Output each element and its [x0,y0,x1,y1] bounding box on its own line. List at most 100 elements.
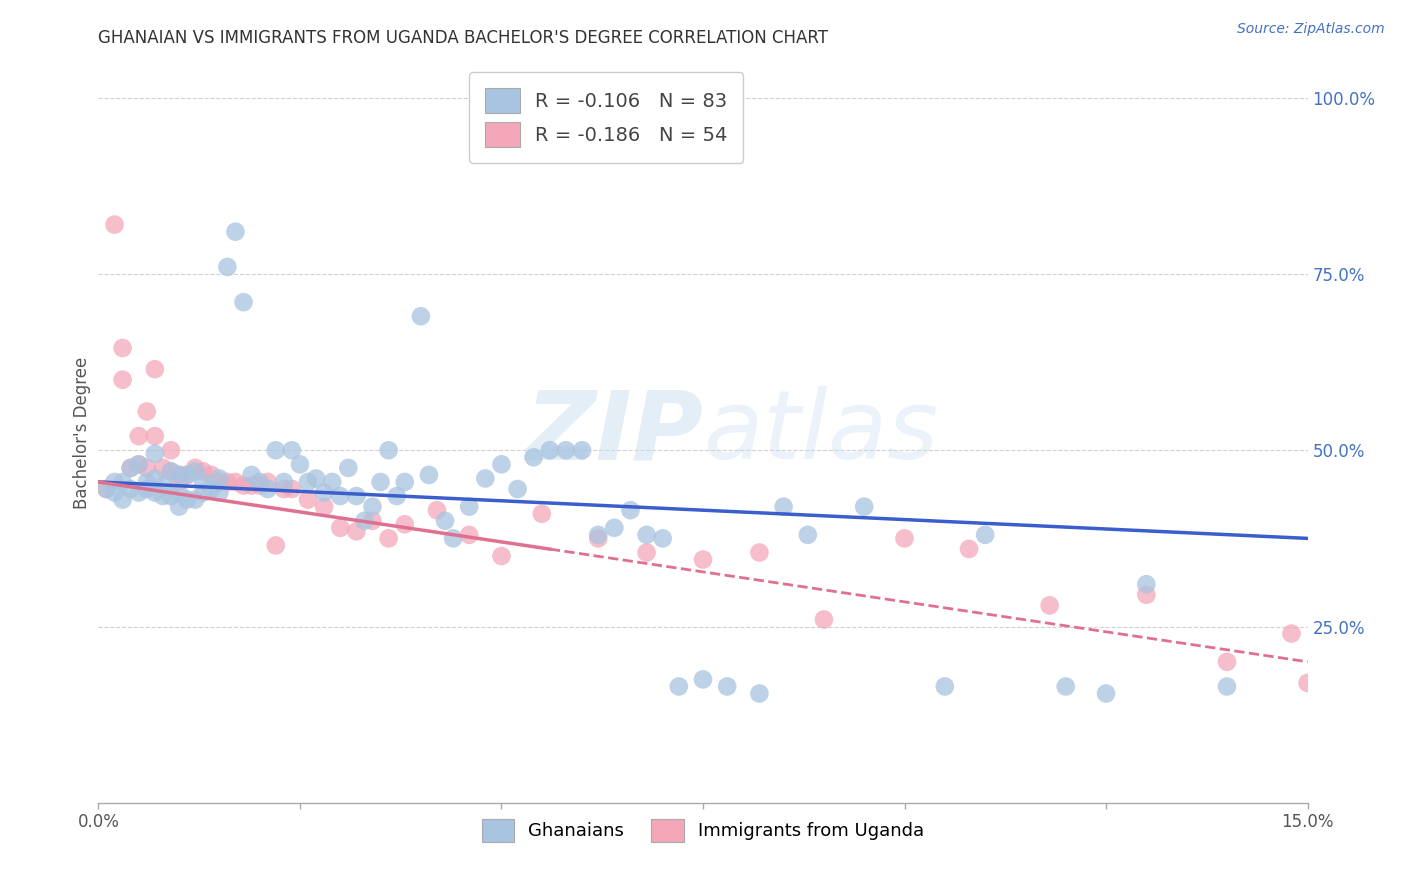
Point [111,373,134,387]
Point [314,500,336,514]
Point [370,475,392,489]
Point [441,532,464,546]
Point [458,528,481,542]
Point [314,485,336,500]
Point [426,503,449,517]
Point [143,447,166,461]
Point [1039,599,1062,613]
Point [217,475,239,489]
Point [103,475,125,489]
Point [128,485,150,500]
Point [152,489,174,503]
Point [281,482,304,496]
Point [418,467,440,482]
Point [264,538,287,552]
Point [377,443,399,458]
Point [135,404,157,418]
Point [636,545,658,559]
Point [748,686,770,700]
Point [120,482,142,496]
Point [224,475,246,489]
Point [893,532,915,546]
Point [1135,588,1157,602]
Point [1216,655,1239,669]
Point [193,475,215,489]
Point [208,475,231,489]
Point [281,443,304,458]
Point [1135,577,1157,591]
Point [273,482,295,496]
Point [167,467,190,482]
Point [361,500,384,514]
Point [160,443,183,458]
Point [135,461,157,475]
Point [458,500,481,514]
Point [305,471,328,485]
Point [264,443,287,458]
Point [273,475,295,489]
Point [256,475,278,489]
Point [1216,680,1239,694]
Point [167,500,190,514]
Point [329,521,352,535]
Point [506,482,529,496]
Point [491,458,513,472]
Text: Source: ZipAtlas.com: Source: ZipAtlas.com [1237,22,1385,37]
Point [716,680,738,694]
Point [240,478,263,492]
Point [128,458,150,472]
Point [538,443,561,458]
Point [103,218,125,232]
Point [1095,686,1118,700]
Point [152,478,174,492]
Point [135,482,157,496]
Point [1296,676,1319,690]
Point [176,467,198,482]
Point [111,492,134,507]
Point [232,478,254,492]
Point [523,450,546,465]
Point [208,471,231,485]
Point [160,489,183,503]
Point [651,532,673,546]
Point [208,485,231,500]
Point [321,475,343,489]
Point [1312,690,1334,704]
Point [143,429,166,443]
Point [167,475,190,489]
Point [103,485,125,500]
Point [217,260,239,274]
Point [167,485,190,500]
Point [748,545,770,559]
Point [200,482,222,496]
Point [394,475,416,489]
Point [111,475,134,489]
Point [224,225,246,239]
Point [934,680,956,694]
Point [409,310,432,324]
Point [128,429,150,443]
Point [344,524,367,539]
Point [974,528,997,542]
Point [193,485,215,500]
Point [668,680,690,694]
Point [692,552,714,566]
Text: ZIP: ZIP [524,386,703,479]
Point [329,489,352,503]
Point [772,500,794,514]
Point [297,492,319,507]
Point [361,514,384,528]
Y-axis label: Bachelor's Degree: Bachelor's Degree [73,357,91,508]
Point [586,528,609,542]
Point [184,492,207,507]
Point [176,467,198,482]
Point [555,443,578,458]
Legend: Ghanaians, Immigrants from Uganda: Ghanaians, Immigrants from Uganda [474,812,932,849]
Point [120,461,142,475]
Point [853,500,876,514]
Point [256,482,278,496]
Point [96,482,118,496]
Point [200,467,222,482]
Point [143,485,166,500]
Point [249,475,271,489]
